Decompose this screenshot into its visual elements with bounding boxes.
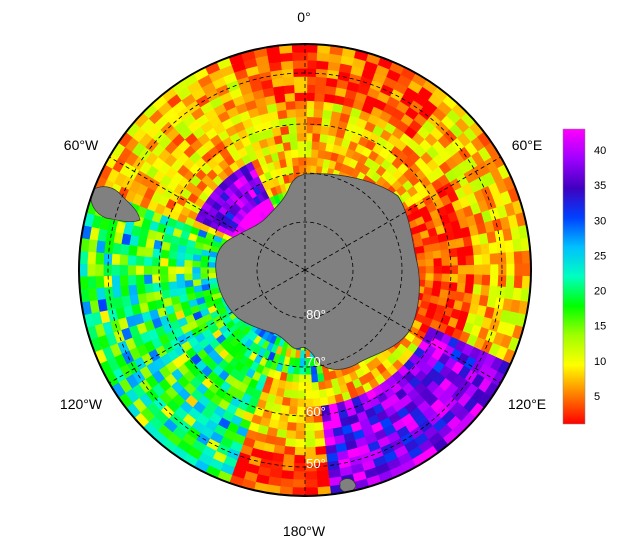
- lat-label-80: 80°: [306, 307, 326, 322]
- colorbar-tick-10: 10: [594, 356, 606, 368]
- lon-label-120e: 120°E: [508, 396, 546, 412]
- colorbar-ticks: 5 10 15 20 25 30 35 40: [594, 145, 606, 403]
- lon-label-60e: 60°E: [512, 137, 543, 153]
- colorbar-tick-15: 15: [594, 321, 606, 333]
- colorbar: 5 10 15 20 25 30 35 40: [562, 128, 606, 425]
- colorbar-tick-40: 40: [594, 145, 606, 157]
- lon-label-180w: 180°W: [283, 523, 326, 539]
- lon-label-60w: 60°W: [64, 137, 99, 153]
- lon-label-0: 0°: [297, 9, 310, 25]
- colorbar-tick-20: 20: [594, 286, 606, 298]
- colorbar-tick-5: 5: [594, 391, 600, 403]
- lat-label-70: 70°: [306, 354, 326, 369]
- lon-label-120w: 120°W: [60, 396, 103, 412]
- colorbar-tick-35: 35: [594, 180, 606, 192]
- lat-label-60: 60°: [306, 404, 326, 419]
- colorbar-gradient: [562, 128, 586, 425]
- colorbar-tick-30: 30: [594, 215, 606, 227]
- lat-label-50: 50°: [306, 456, 326, 471]
- colorbar-tick-25: 25: [594, 250, 606, 262]
